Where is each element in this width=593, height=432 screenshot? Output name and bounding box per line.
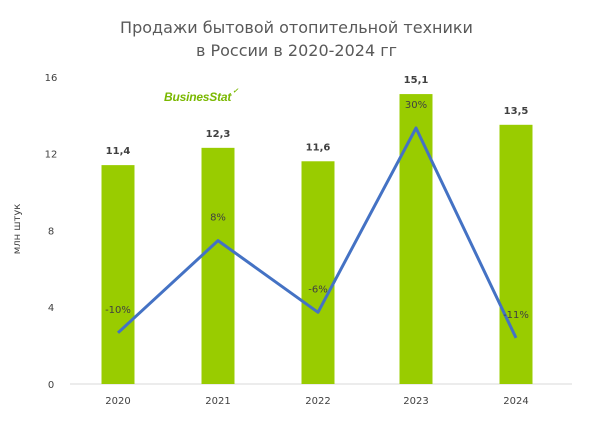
chart-title-line-2: в России в 2020-2024 гг bbox=[195, 41, 398, 60]
x-tick-label: 2024 bbox=[503, 396, 528, 407]
bar-value-labels: 11,4 12,3 11,6 15,1 13,5 bbox=[106, 75, 529, 157]
y-tick-label: 4 bbox=[48, 303, 54, 314]
growth-percent-labels: -10% 8% -6% 30% -11% bbox=[105, 100, 529, 321]
growth-percent-label: -11% bbox=[503, 310, 529, 321]
bar-value-label: 12,3 bbox=[206, 129, 231, 140]
growth-line-series bbox=[116, 126, 518, 339]
bars bbox=[101, 94, 533, 385]
x-tick-label: 2023 bbox=[403, 396, 428, 407]
bar-value-label: 15,1 bbox=[404, 75, 429, 86]
x-tick-label: 2020 bbox=[105, 396, 130, 407]
bar bbox=[201, 147, 235, 384]
businesstat-logo: BusinesStat ✓ bbox=[164, 88, 238, 104]
bar-value-label: 13,5 bbox=[504, 106, 529, 117]
x-tick-label: 2022 bbox=[305, 396, 330, 407]
chart-title-line-1: Продажи бытовой отопительной техники bbox=[120, 18, 473, 37]
bar-value-label: 11,6 bbox=[306, 142, 331, 153]
y-axis-label: млн штук bbox=[12, 204, 23, 255]
logo-text: BusinesStat bbox=[164, 90, 232, 104]
bar bbox=[499, 124, 533, 385]
y-tick-label: 0 bbox=[48, 380, 54, 391]
x-tick-label: 2021 bbox=[205, 396, 230, 407]
bar-value-label: 11,4 bbox=[106, 146, 131, 157]
bar bbox=[101, 165, 135, 384]
growth-line bbox=[116, 126, 518, 339]
growth-percent-label: -6% bbox=[308, 284, 327, 295]
bar bbox=[399, 94, 433, 384]
y-tick-labels: 0 4 8 12 16 bbox=[45, 73, 58, 391]
growth-percent-label: 30% bbox=[405, 100, 427, 111]
y-tick-label: 16 bbox=[45, 73, 58, 84]
y-tick-label: 12 bbox=[45, 150, 58, 161]
logo-tick-icon: ✓ bbox=[232, 88, 239, 95]
growth-percent-label: 8% bbox=[210, 213, 226, 224]
growth-percent-label: -10% bbox=[105, 305, 131, 316]
y-tick-label: 8 bbox=[48, 226, 54, 237]
bar bbox=[301, 161, 335, 384]
x-tick-labels: 2020 2021 2022 2023 2024 bbox=[105, 396, 528, 407]
